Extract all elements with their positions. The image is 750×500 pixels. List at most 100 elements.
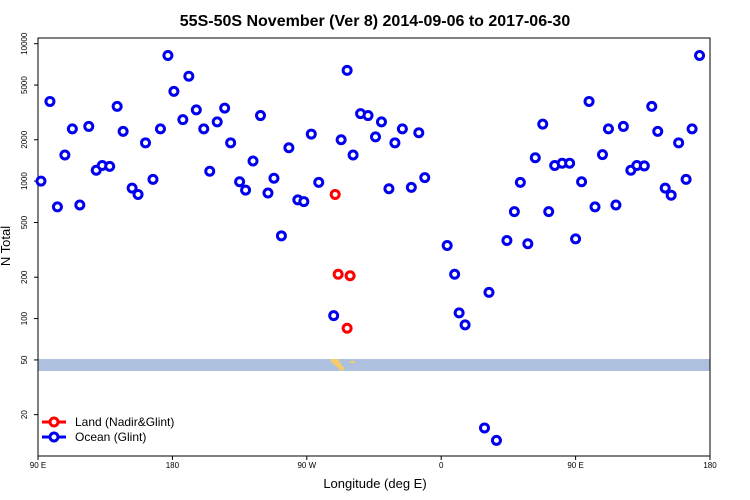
ocean-point bbox=[529, 152, 541, 164]
ocean-point bbox=[341, 64, 353, 76]
data-points bbox=[35, 50, 706, 446]
ocean-point bbox=[328, 310, 340, 322]
ocean-point bbox=[459, 319, 471, 331]
ocean-point bbox=[449, 268, 461, 280]
ocean-point bbox=[305, 128, 317, 140]
ocean-point bbox=[362, 110, 374, 122]
ocean-point bbox=[83, 120, 95, 132]
ocean-point bbox=[617, 120, 629, 132]
ocean-point bbox=[453, 307, 465, 319]
ocean-point bbox=[262, 187, 274, 199]
legend-land-label: Land (Nadir&Glint) bbox=[75, 415, 174, 429]
ocean-point bbox=[369, 131, 381, 143]
ocean-point bbox=[44, 95, 56, 107]
y-tick-label: 10000 bbox=[20, 32, 29, 55]
y-tick-label: 2000 bbox=[20, 130, 29, 148]
map-strip bbox=[38, 359, 710, 371]
ocean-point bbox=[177, 114, 189, 126]
ocean-point bbox=[240, 184, 252, 196]
y-tick-label: 5000 bbox=[20, 76, 29, 94]
ocean-point bbox=[564, 157, 576, 169]
ocean-point bbox=[602, 123, 614, 135]
ocean-point bbox=[508, 206, 520, 218]
ocean-point bbox=[686, 123, 698, 135]
ocean-point bbox=[104, 160, 116, 172]
x-tick-label: 0 bbox=[439, 461, 444, 470]
ocean-point bbox=[335, 134, 347, 146]
legend-land-marker bbox=[48, 416, 60, 428]
ocean-point bbox=[589, 201, 601, 213]
y-axis-title: N Total bbox=[0, 226, 13, 266]
x-tick-label: 90 E bbox=[30, 461, 46, 470]
ocean-point bbox=[514, 176, 526, 188]
legend-ocean-label: Ocean (Glint) bbox=[75, 430, 146, 444]
ocean-point bbox=[652, 125, 664, 137]
ocean-point bbox=[204, 165, 216, 177]
y-tick-label: 200 bbox=[20, 270, 29, 284]
ocean-point bbox=[479, 422, 491, 434]
y-tick-label: 100 bbox=[20, 311, 29, 325]
x-tick-label: 90 E bbox=[567, 461, 583, 470]
legend-ocean-marker bbox=[48, 431, 60, 443]
legend: Land (Nadir&Glint) Ocean (Glint) bbox=[42, 415, 174, 444]
ocean-point bbox=[111, 100, 123, 112]
ocean-point bbox=[283, 142, 295, 154]
land-point bbox=[341, 322, 353, 334]
ocean-point bbox=[117, 125, 129, 137]
x-tick-label: 90 W bbox=[297, 461, 316, 470]
ocean-point bbox=[298, 196, 310, 208]
chart-title: 55S-50S November (Ver 8) 2014-09-06 to 2… bbox=[180, 13, 571, 30]
ocean-point bbox=[419, 172, 431, 184]
ocean-point bbox=[347, 149, 359, 161]
ocean-point bbox=[225, 137, 237, 149]
ocean-point bbox=[35, 175, 47, 187]
ocean-point bbox=[190, 104, 202, 116]
x-axis: 90 E 180 90 W 0 90 E 180 bbox=[30, 456, 717, 470]
ocean-point bbox=[383, 183, 395, 195]
ocean-point bbox=[405, 181, 417, 193]
ocean-point bbox=[255, 110, 267, 122]
ocean-point bbox=[537, 118, 549, 130]
ocean-point bbox=[162, 50, 174, 62]
land-fragment-small bbox=[350, 361, 355, 363]
ocean-point bbox=[483, 286, 495, 298]
ocean-point bbox=[275, 230, 287, 242]
ocean-point bbox=[638, 160, 650, 172]
ocean-point bbox=[140, 137, 152, 149]
ocean-point bbox=[413, 127, 425, 139]
ocean-point bbox=[610, 199, 622, 211]
ocean-point bbox=[583, 95, 595, 107]
ocean-point bbox=[147, 173, 159, 185]
ocean-point bbox=[132, 188, 144, 200]
x-tick-label: 180 bbox=[166, 461, 180, 470]
ocean-point bbox=[247, 155, 259, 167]
ocean-point bbox=[576, 176, 588, 188]
ocean-point bbox=[673, 137, 685, 149]
ocean-point bbox=[659, 182, 671, 194]
ocean-point bbox=[490, 434, 502, 446]
ocean-point bbox=[389, 137, 401, 149]
ocean-point bbox=[543, 206, 555, 218]
ocean-strip bbox=[38, 359, 710, 371]
land-point bbox=[344, 270, 356, 282]
ocean-point bbox=[74, 199, 86, 211]
ocean-point bbox=[522, 238, 534, 250]
ocean-point bbox=[219, 102, 231, 114]
ocean-point bbox=[66, 123, 78, 135]
ocean-point bbox=[59, 149, 71, 161]
ocean-point bbox=[126, 182, 138, 194]
y-tick-label: 1000 bbox=[20, 172, 29, 190]
ocean-point bbox=[570, 233, 582, 245]
ocean-point bbox=[646, 100, 658, 112]
ocean-point bbox=[375, 116, 387, 128]
ocean-point bbox=[680, 173, 692, 185]
ocean-point bbox=[183, 70, 195, 82]
y-tick-label: 50 bbox=[20, 355, 29, 364]
land-point bbox=[329, 188, 341, 200]
land-point bbox=[332, 268, 344, 280]
ocean-point bbox=[268, 172, 280, 184]
ocean-point bbox=[596, 149, 608, 161]
ocean-point bbox=[51, 201, 63, 213]
